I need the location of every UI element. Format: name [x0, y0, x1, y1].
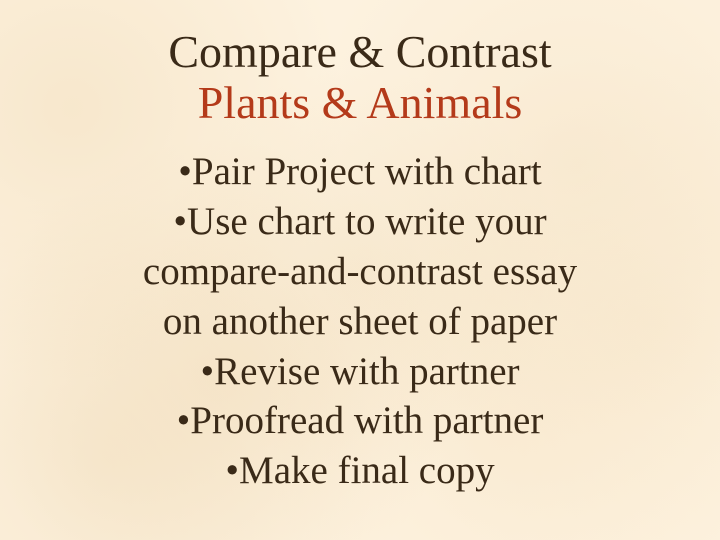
bullet-line: •Use chart to write your — [0, 197, 720, 247]
bullet-list: •Pair Project with chart •Use chart to w… — [0, 147, 720, 496]
bullet-line: •Make final copy — [0, 446, 720, 496]
bullet-line: compare-and-contrast essay — [0, 247, 720, 297]
bullet-line: •Proofread with partner — [0, 396, 720, 446]
title-line-2: Plants & Animals — [0, 78, 720, 129]
slide-content: Compare & Contrast Plants & Animals •Pai… — [0, 0, 720, 496]
bullet-line: •Pair Project with chart — [0, 147, 720, 197]
bullet-line: •Revise with partner — [0, 347, 720, 397]
title-line-1: Compare & Contrast — [0, 28, 720, 76]
bullet-line: on another sheet of paper — [0, 297, 720, 347]
